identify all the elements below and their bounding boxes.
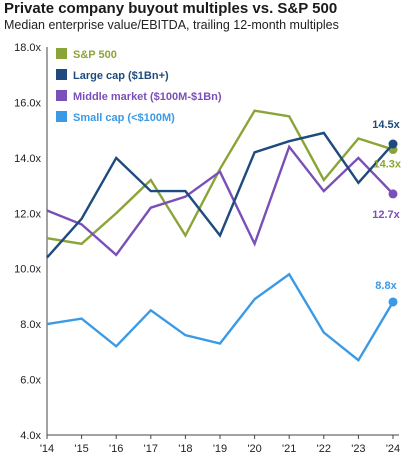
legend-swatch-0 [56, 48, 67, 59]
y-tick-label: 10.0x [14, 264, 41, 276]
x-tick-label: '16 [109, 443, 123, 455]
series-line-1 [46, 131, 394, 259]
y-tick-label: 16.0x [14, 97, 41, 109]
x-tick-label: '21 [282, 443, 296, 455]
x-tick-label: '15 [74, 443, 88, 455]
series-line-3 [46, 272, 395, 362]
x-tick-label: '18 [178, 443, 192, 455]
legend-label-2: Middle market ($100M-$1Bn) [73, 91, 222, 103]
legend-swatch-2 [56, 90, 67, 101]
x-tick-label: '23 [351, 443, 365, 455]
series-line-2 [46, 144, 394, 257]
x-tick-label: '20 [247, 443, 261, 455]
series-end-label-3: 8.8x [375, 280, 397, 292]
series-end-label-0: 14.3x [373, 159, 401, 171]
y-tick-label: 4.0x [20, 430, 41, 442]
legend-swatch-1 [56, 69, 67, 80]
legend-label-3: Small cap (<$100M) [73, 112, 175, 124]
series-end-label-1: 14.5x [372, 119, 400, 131]
y-tick-label: 14.0x [14, 153, 41, 165]
series-end-point-2 [388, 189, 398, 199]
y-tick-label: 12.0x [14, 208, 41, 220]
y-tick-label: 6.0x [20, 375, 41, 387]
series-line-0 [46, 109, 394, 246]
legend-label-0: S&P 500 [73, 49, 117, 61]
series-end-label-2: 12.7x [372, 209, 400, 221]
series-end-point-3 [388, 297, 398, 307]
x-tick-label: '14 [40, 443, 54, 455]
legend-swatch-3 [56, 111, 67, 122]
chart-subtitle: Median enterprise value/EBITDA, trailing… [4, 18, 339, 32]
x-tick-label: '19 [213, 443, 227, 455]
legend-label-1: Large cap ($1Bn+) [73, 70, 169, 82]
y-tick-label: 8.0x [20, 319, 41, 331]
y-tick-label: 18.0x [14, 42, 41, 54]
series-end-point-1 [388, 139, 398, 149]
x-tick-label: '24 [386, 443, 400, 455]
chart-title: Private company buyout multiples vs. S&P… [4, 0, 338, 17]
x-tick-label: '17 [144, 443, 158, 455]
x-tick-label: '22 [317, 443, 331, 455]
